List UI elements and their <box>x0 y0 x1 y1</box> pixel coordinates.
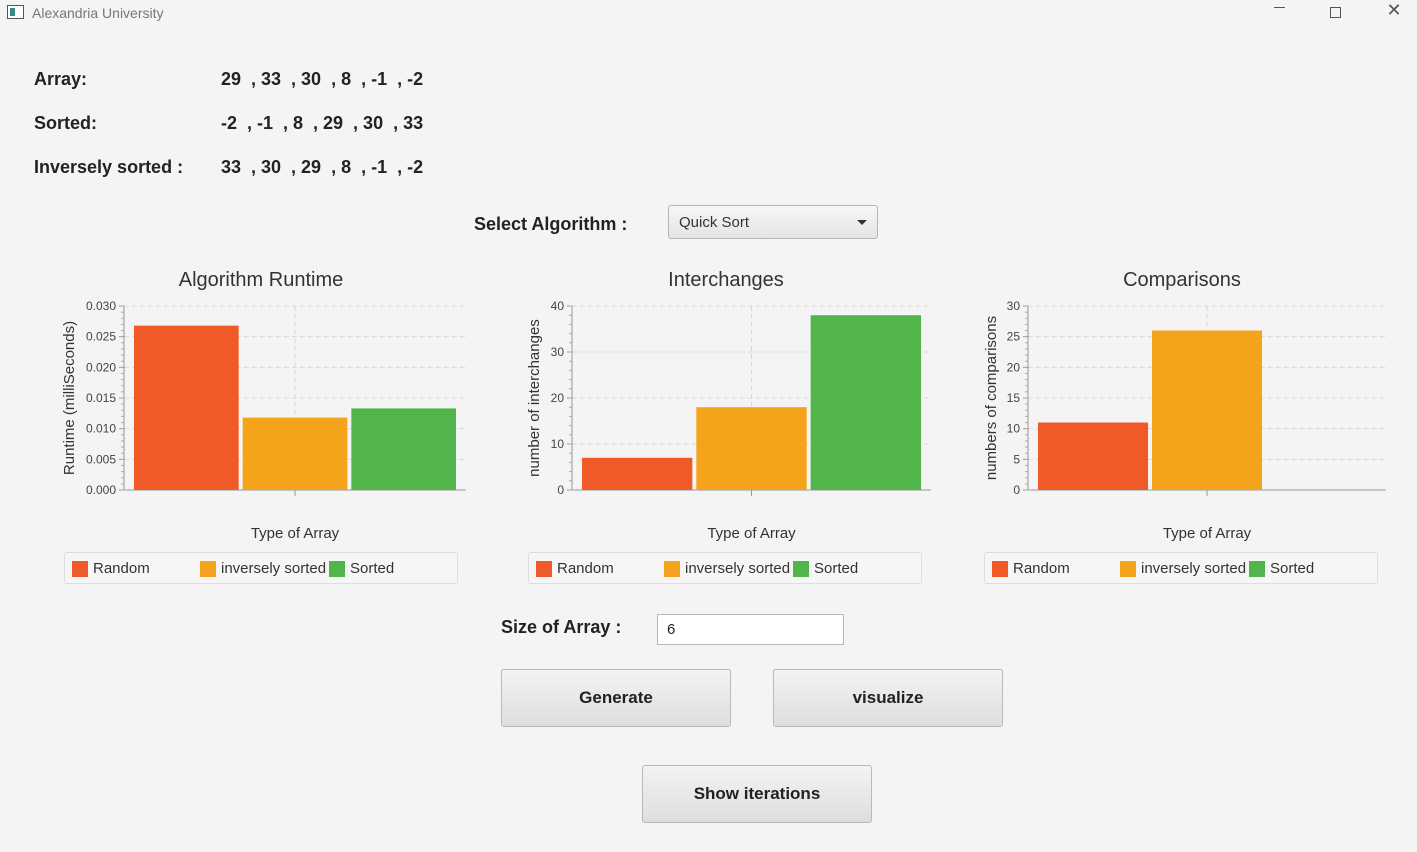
array-value: 29 , 33 , 30 , 8 , -1 , -2 <box>221 69 424 89</box>
y-tick-label: 0.030 <box>86 299 116 313</box>
y-tick-label: 0 <box>1013 483 1020 497</box>
y-tick-label: 0 <box>557 483 564 497</box>
bar-random <box>582 457 693 490</box>
window-title: Alexandria University <box>32 5 164 21</box>
show-iterations-button[interactable]: Show iterations <box>642 765 872 823</box>
legend-item-random: Random <box>992 560 1070 577</box>
select-algorithm-label: Select Algorithm : <box>474 214 628 234</box>
legend-item-inversely-sorted: inversely sorted <box>200 560 326 577</box>
sorted-value: -2 , -1 , 8 , 29 , 30 , 33 <box>221 113 424 133</box>
x-axis-label: Type of Array <box>707 525 796 542</box>
legend-swatch-inversely-sorted <box>664 560 680 577</box>
algorithm-select[interactable]: Quick Sort <box>668 205 878 239</box>
legend-label: Random <box>93 560 150 577</box>
legend-swatch-sorted <box>329 560 345 577</box>
minimize-icon <box>1273 6 1285 8</box>
y-tick-label: 40 <box>551 299 565 313</box>
title-bar: Alexandria University ✕ <box>0 0 1417 28</box>
y-axis-label: numbers of comparisons <box>983 316 1000 480</box>
runtime-chart-title: Algorithm Runtime <box>178 269 344 291</box>
close-icon: ✕ <box>1386 0 1402 21</box>
y-tick-label: 0.020 <box>86 360 116 374</box>
y-tick-label: 10 <box>551 437 565 451</box>
generate-button[interactable]: Generate <box>501 669 731 727</box>
legend-label: inversely sorted <box>1141 560 1247 577</box>
bar-random <box>134 325 239 490</box>
legend-label: Random <box>557 560 614 577</box>
bar-sorted <box>351 408 456 490</box>
minimize-button[interactable] <box>1256 0 1302 28</box>
bar-random <box>1038 422 1148 490</box>
y-tick-label: 0.015 <box>86 391 116 405</box>
maximize-icon <box>1329 6 1341 18</box>
interchanges-chart-title: Interchanges <box>668 269 784 291</box>
app-icon <box>7 5 24 19</box>
legend-item-sorted: Sorted <box>1249 560 1314 577</box>
sorted-label: Sorted: <box>34 113 97 133</box>
legend-item-random: Random <box>72 560 150 577</box>
y-tick-label: 20 <box>1007 360 1021 374</box>
legend-item-random: Random <box>536 560 614 577</box>
y-tick-label: 30 <box>1007 299 1021 313</box>
maximize-button[interactable] <box>1312 0 1358 28</box>
visualize-button[interactable]: visualize <box>773 669 1003 727</box>
legend-item-sorted: Sorted <box>793 560 858 577</box>
bar-inversely-sorted <box>696 407 807 490</box>
algorithm-select-value: Quick Sort <box>679 214 750 231</box>
legend-swatch-random <box>992 560 1008 577</box>
legend-swatch-inversely-sorted <box>1120 560 1136 577</box>
x-axis-label: Type of Array <box>251 525 340 542</box>
legend-swatch-random <box>536 560 552 577</box>
y-tick-label: 0.010 <box>86 422 116 436</box>
legend-item-inversely-sorted: inversely sorted <box>1120 560 1246 577</box>
y-tick-label: 0.005 <box>86 452 116 466</box>
inversely-sorted-value: 33 , 30 , 29 , 8 , -1 , -2 <box>221 157 424 177</box>
legend-label: inversely sorted <box>685 560 791 577</box>
y-tick-label: 20 <box>551 391 565 405</box>
legend-label: Random <box>1013 560 1070 577</box>
legend-label: inversely sorted <box>221 560 327 577</box>
y-tick-label: 0.000 <box>86 483 116 497</box>
y-tick-label: 5 <box>1013 452 1020 466</box>
comparisons-legend: Random inversely sorted Sorted <box>984 552 1378 584</box>
array-label: Array: <box>34 69 88 89</box>
legend-swatch-random <box>72 560 88 577</box>
interchanges-legend: Random inversely sorted Sorted <box>528 552 922 584</box>
y-tick-label: 10 <box>1007 422 1021 436</box>
legend-label: Sorted <box>814 560 859 577</box>
close-button[interactable]: ✕ <box>1371 0 1417 24</box>
y-axis-label: number of interchanges <box>526 319 543 477</box>
legend-label: Sorted <box>350 560 395 577</box>
bar-sorted <box>810 315 921 490</box>
y-axis-label: Runtime (milliSeconds) <box>61 321 78 475</box>
y-tick-label: 0.025 <box>86 330 116 344</box>
legend-swatch-sorted <box>1249 560 1265 577</box>
size-of-array-input[interactable] <box>657 614 844 645</box>
y-tick-label: 25 <box>1007 330 1021 344</box>
bar-inversely-sorted <box>1152 330 1262 490</box>
bar-inversely-sorted <box>242 417 348 490</box>
comparisons-chart-title: Comparisons <box>1123 269 1241 291</box>
x-axis-label: Type of Array <box>1163 525 1252 542</box>
inversely-sorted-label: Inversely sorted : <box>34 157 184 177</box>
size-of-array-label: Size of Array : <box>501 617 622 637</box>
runtime-legend: Random inversely sorted Sorted <box>64 552 458 584</box>
y-tick-label: 30 <box>551 345 565 359</box>
legend-swatch-sorted <box>793 560 809 577</box>
legend-swatch-inversely-sorted <box>200 560 216 577</box>
chevron-down-icon <box>857 220 867 225</box>
legend-item-inversely-sorted: inversely sorted <box>664 560 790 577</box>
legend-label: Sorted <box>1270 560 1315 577</box>
legend-item-sorted: Sorted <box>329 560 394 577</box>
y-tick-label: 15 <box>1007 391 1021 405</box>
